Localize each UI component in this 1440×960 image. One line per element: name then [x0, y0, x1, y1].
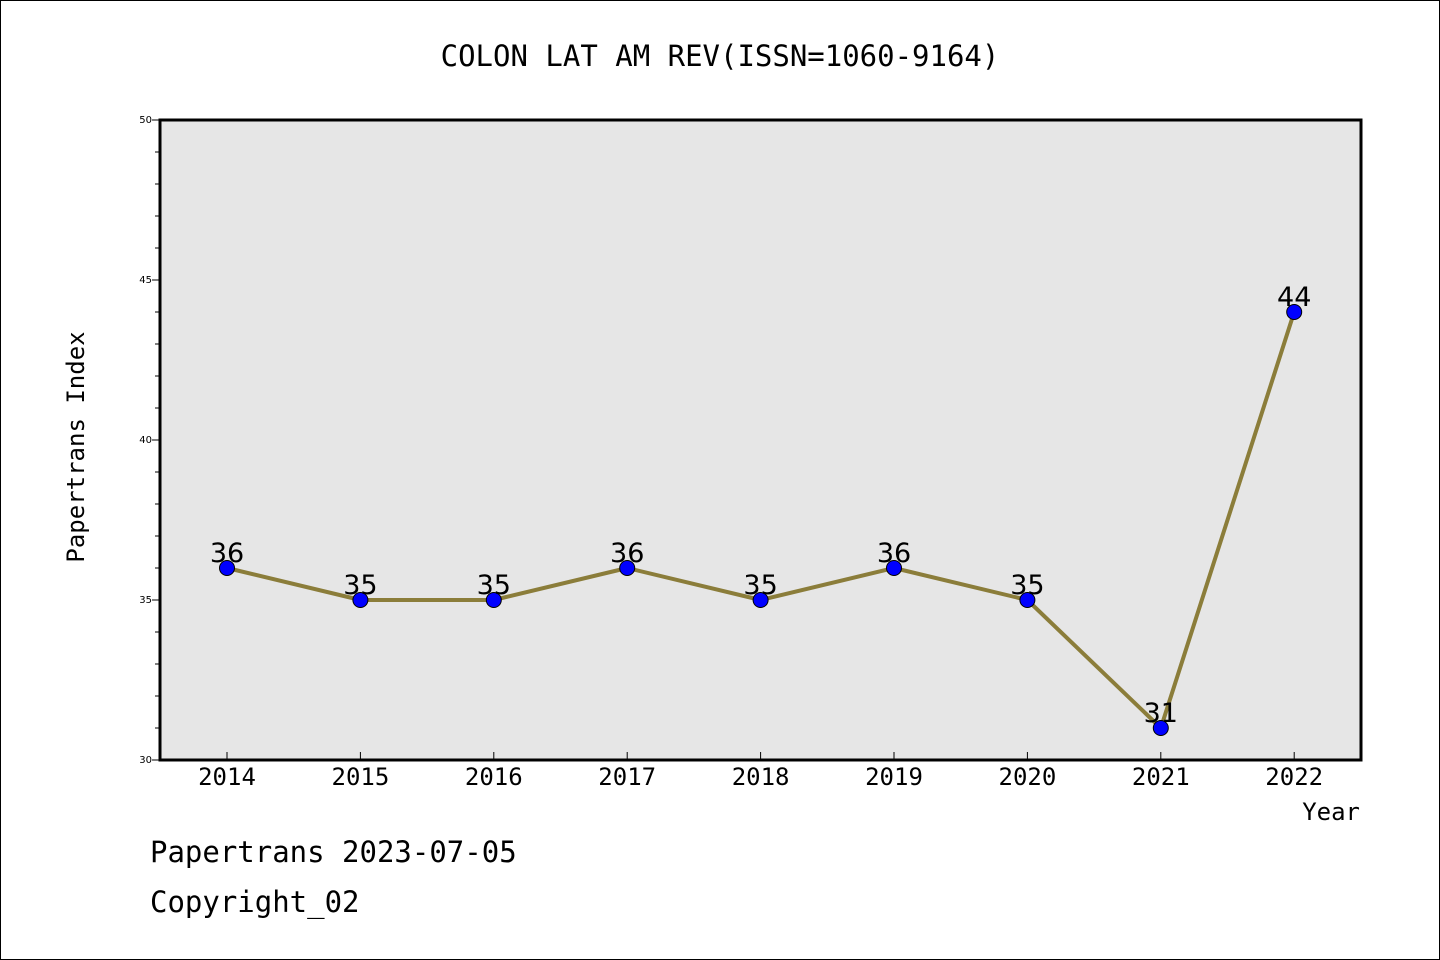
- x-axis: 2014 2015 2016 2017 2018 2019 2020 2021 2022: [198, 752, 1323, 791]
- x-tick-label: 2016: [465, 763, 523, 791]
- data-label: 35: [1010, 570, 1044, 601]
- y-tick-label: 45: [139, 275, 152, 286]
- data-label: 36: [610, 538, 644, 569]
- y-tick-label: 50: [139, 115, 152, 126]
- footer-copyright: Copyright_02: [150, 885, 360, 919]
- x-tick-label: 2019: [865, 763, 923, 791]
- x-tick-label: 2020: [999, 763, 1057, 791]
- x-tick-label: 2017: [598, 763, 656, 791]
- data-label: 36: [877, 538, 911, 569]
- data-label: 35: [343, 570, 377, 601]
- data-point: [219, 560, 235, 576]
- data-label: 31: [1144, 698, 1178, 729]
- x-tick-label: 2015: [332, 763, 390, 791]
- x-tick-label: 2022: [1265, 763, 1323, 791]
- data-label: 44: [1277, 282, 1311, 313]
- y-tick-label: 30: [139, 755, 152, 766]
- data-label-layer: 36 35 35 36 35 36 35 31 44: [210, 282, 1312, 729]
- data-point: [619, 560, 636, 576]
- data-point: [1152, 720, 1169, 736]
- y-tick-label: 35: [139, 595, 152, 606]
- x-axis-title: Year: [1302, 798, 1360, 826]
- data-point: [352, 592, 369, 608]
- data-point: [485, 592, 502, 608]
- data-point: [1019, 592, 1036, 608]
- marker-layer: [219, 304, 1303, 736]
- plot-area: [158, 118, 1363, 762]
- x-tick-label: 2018: [732, 763, 790, 791]
- data-label: 36: [210, 538, 244, 569]
- y-axis-title: Papertrans Index: [62, 331, 90, 562]
- x-tick-label: 2021: [1132, 763, 1190, 791]
- data-label: 35: [477, 570, 511, 601]
- chart-title: COLON LAT AM REV(ISSN=1060-9164): [441, 39, 1000, 73]
- data-point: [886, 560, 902, 576]
- x-tick-label: 2014: [198, 763, 256, 791]
- y-tick-label: 40: [139, 435, 152, 446]
- data-label: 35: [743, 570, 777, 601]
- data-point: [1286, 304, 1303, 320]
- data-point: [752, 592, 769, 608]
- footer-date: Papertrans 2023-07-05: [150, 835, 517, 869]
- y-axis: 30 35 40 45 50: [139, 115, 160, 766]
